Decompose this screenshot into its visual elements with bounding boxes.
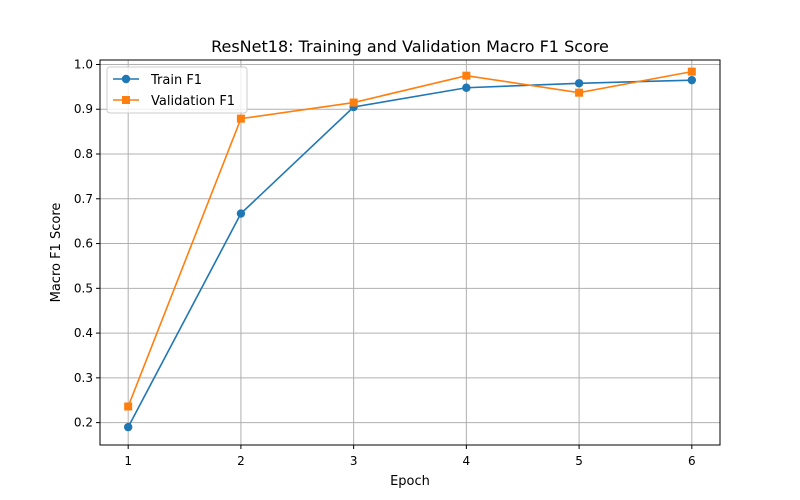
series-2 [124, 67, 696, 411]
data-point [123, 422, 133, 432]
legend-box [106, 66, 248, 114]
legend-marker [122, 96, 130, 104]
series-group [123, 67, 697, 432]
legend-marker [121, 74, 131, 84]
data-point [349, 98, 358, 107]
series-1 [123, 75, 697, 432]
data-point [687, 67, 696, 76]
legend-label: Train F1 [150, 73, 202, 88]
data-point [574, 79, 584, 88]
y-tick-label: 0.7 [74, 192, 93, 206]
x-tick-label: 5 [575, 454, 583, 468]
y-axis-label: Macro F1 Score [49, 203, 64, 303]
x-axis-ticks: 1 2 3 4 5 6 [124, 445, 696, 468]
data-point [236, 114, 245, 123]
y-axis-ticks: 0.2 0.3 0.4 0.5 0.6 0.7 0.8 0.9 1.0 [74, 57, 100, 430]
chart-title: ResNet18: Training and Validation Macro … [211, 37, 609, 56]
x-tick-label: 3 [350, 454, 358, 468]
data-point [124, 402, 133, 411]
data-point [575, 88, 584, 97]
x-axis-label: Epoch [390, 474, 430, 489]
y-tick-label: 1.0 [74, 57, 93, 71]
data-point [462, 83, 471, 92]
y-tick-label: 0.5 [74, 281, 93, 295]
y-tick-label: 0.4 [74, 326, 93, 340]
y-tick-label: 0.3 [74, 371, 93, 385]
x-tick-label: 2 [237, 454, 245, 468]
y-tick-label: 0.9 [74, 102, 93, 116]
x-tick-label: 4 [463, 454, 471, 468]
x-tick-label: 6 [688, 454, 696, 468]
y-tick-label: 0.2 [74, 416, 93, 430]
grid [100, 60, 720, 445]
data-point [687, 75, 697, 85]
y-tick-label: 0.8 [74, 147, 93, 161]
data-point [236, 209, 246, 218]
x-tick-label: 1 [124, 454, 132, 468]
plot-frame [99, 59, 721, 446]
legend: Train F1 Validation F1 [106, 66, 248, 114]
y-tick-label: 0.6 [74, 237, 93, 251]
legend-label: Validation F1 [151, 94, 235, 109]
series-line [127, 70, 692, 407]
series-line [127, 79, 692, 428]
data-point [462, 71, 471, 80]
